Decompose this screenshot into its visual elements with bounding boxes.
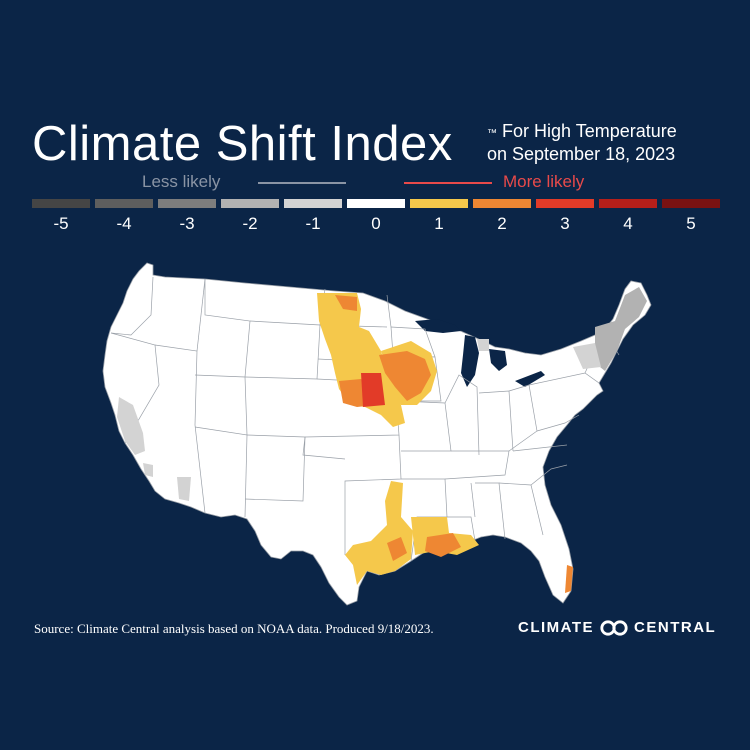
great-lakes-michigan bbox=[461, 335, 479, 387]
state-border-line bbox=[244, 434, 248, 518]
scale-value-label: 3 bbox=[560, 214, 570, 233]
scale-value-label: -5 bbox=[53, 214, 69, 233]
likelihood-legend: Less likely More likely bbox=[0, 172, 750, 194]
scale-item: 0 bbox=[347, 199, 405, 234]
scale-value-label: 1 bbox=[434, 214, 444, 233]
brand-left-text: CLIMATE bbox=[518, 619, 595, 636]
source-note: Source: Climate Central analysis based o… bbox=[34, 621, 434, 636]
state-border-line bbox=[154, 344, 206, 514]
scale-value-label: 5 bbox=[686, 214, 696, 233]
state-border-line bbox=[398, 400, 452, 452]
state-border-line bbox=[390, 326, 436, 358]
state-border-line bbox=[512, 444, 568, 452]
scale-value-label: 2 bbox=[497, 214, 507, 233]
state-border-line bbox=[244, 434, 306, 502]
less-likely-line bbox=[258, 182, 346, 184]
csi-area-neg1-baja-edge bbox=[177, 477, 191, 501]
scale-swatch bbox=[32, 199, 90, 208]
csi-area-2-se-florida bbox=[565, 565, 573, 593]
state-border-line bbox=[110, 332, 160, 444]
scale-swatch bbox=[410, 199, 468, 208]
scale-value-label: 4 bbox=[623, 214, 633, 233]
climate-central-logo: CLIMATE CENTRAL bbox=[518, 619, 716, 636]
scale-value-label: -4 bbox=[116, 214, 132, 233]
less-likely-label: Less likely bbox=[142, 172, 221, 191]
us-outline bbox=[102, 262, 652, 606]
trademark-symbol: ™ bbox=[487, 128, 497, 139]
scale-swatch bbox=[95, 199, 153, 208]
title-block: Climate Shift Index ™ For High Temperatu… bbox=[32, 114, 722, 174]
infinity-logo-icon bbox=[600, 619, 628, 636]
state-border-line bbox=[244, 320, 321, 380]
page-title: Climate Shift Index bbox=[32, 114, 453, 174]
state-border-line bbox=[536, 414, 580, 432]
csi-area-neg1-michigan-up bbox=[477, 339, 489, 351]
subtitle-line-2: on September 18, 2023 bbox=[487, 144, 676, 164]
great-lakes-superior bbox=[415, 319, 461, 333]
state-border-line bbox=[444, 374, 480, 456]
scale-swatch bbox=[473, 199, 531, 208]
csi-area-2-houston bbox=[387, 537, 407, 561]
scale-item: 5 bbox=[662, 199, 720, 234]
csi-area-2-north-sd bbox=[335, 295, 357, 311]
title-subtitle: ™ For High Temperature on September 18, … bbox=[487, 120, 749, 166]
scale-swatch bbox=[662, 199, 720, 208]
scale-item: -1 bbox=[284, 199, 342, 234]
brand-right-text: CENTRAL bbox=[634, 619, 717, 636]
us-land bbox=[102, 262, 652, 606]
csi-area-neg2-new-england bbox=[595, 287, 647, 371]
state-border-line bbox=[447, 516, 476, 542]
scale-item: -4 bbox=[95, 199, 153, 234]
scale-value-label: -1 bbox=[305, 214, 321, 233]
csi-color-scale: -5 -4 -3 -2 -1 0 1 2 3 4 5 bbox=[32, 199, 720, 239]
csi-heat-areas bbox=[117, 287, 647, 593]
csi-area-3-nebraska bbox=[361, 373, 385, 407]
scale-swatch bbox=[158, 199, 216, 208]
scale-item: 1 bbox=[410, 199, 468, 234]
csi-area-neg1-new-york bbox=[573, 343, 601, 369]
scale-item: -3 bbox=[158, 199, 216, 234]
scale-swatch bbox=[284, 199, 342, 208]
state-border-line bbox=[302, 436, 346, 460]
scale-item: 3 bbox=[536, 199, 594, 234]
scale-item: -2 bbox=[221, 199, 279, 234]
scale-value-label: 0 bbox=[371, 214, 381, 233]
scale-swatch bbox=[221, 199, 279, 208]
scale-swatch bbox=[599, 199, 657, 208]
scale-swatch bbox=[536, 199, 594, 208]
scale-item: 2 bbox=[473, 199, 531, 234]
state-border-line bbox=[530, 464, 568, 486]
csi-area-neg1-socal bbox=[143, 463, 153, 477]
scale-value-label: -2 bbox=[242, 214, 258, 233]
scale-item: 4 bbox=[599, 199, 657, 234]
scale-item: -5 bbox=[32, 199, 90, 234]
scale-swatch bbox=[347, 199, 405, 208]
csi-area-2-iowa bbox=[379, 351, 431, 401]
state-border-line bbox=[196, 278, 206, 352]
subtitle-line-1: For High Temperature bbox=[502, 121, 677, 141]
more-likely-label: More likely bbox=[503, 172, 585, 191]
title-main-text: Climate Shift Index bbox=[32, 117, 453, 171]
state-border-line bbox=[344, 434, 402, 555]
us-map bbox=[102, 262, 652, 606]
csi-area-2-south-la bbox=[425, 533, 461, 557]
state-border-line bbox=[110, 276, 154, 336]
state-border-line bbox=[194, 374, 248, 436]
more-likely-line bbox=[404, 182, 492, 184]
state-border-line bbox=[470, 482, 476, 518]
state-border-line bbox=[508, 384, 538, 452]
great-lakes-huron-erie bbox=[489, 349, 545, 387]
csi-area-neg1-california bbox=[117, 397, 145, 455]
state-border-line bbox=[204, 279, 251, 378]
scale-value-label: -3 bbox=[179, 214, 195, 233]
state-border-line bbox=[444, 450, 510, 480]
